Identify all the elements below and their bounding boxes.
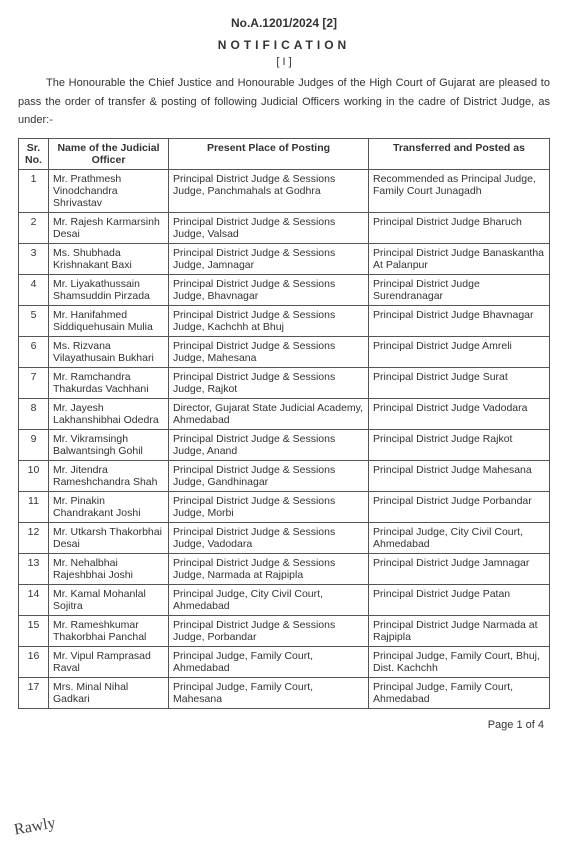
- cell-present: Director, Gujarat State Judicial Academy…: [169, 399, 369, 430]
- cell-sr: 8: [19, 399, 49, 430]
- cell-present: Principal District Judge & Sessions Judg…: [169, 213, 369, 244]
- table-row: 2Mr. Rajesh Karmarsinh DesaiPrincipal Di…: [19, 213, 550, 244]
- cell-posted: Principal District Judge Surendranagar: [369, 275, 550, 306]
- cell-present: Principal District Judge & Sessions Judg…: [169, 523, 369, 554]
- cell-name: Mr. Jayesh Lakhanshibhai Odedra: [49, 399, 169, 430]
- cell-name: Mr. Vikramsingh Balwantsingh Gohil: [49, 430, 169, 461]
- table-row: 8Mr. Jayesh Lakhanshibhai OdedraDirector…: [19, 399, 550, 430]
- cell-posted: Principal District Judge Surat: [369, 368, 550, 399]
- cell-sr: 16: [19, 647, 49, 678]
- table-row: 7Mr. Ramchandra Thakurdas VachhaniPrinci…: [19, 368, 550, 399]
- cell-posted: Principal District Judge Porbandar: [369, 492, 550, 523]
- table-row: 10Mr. Jitendra Rameshchandra ShahPrincip…: [19, 461, 550, 492]
- table-row: 15Mr. Rameshkumar Thakorbhai PanchalPrin…: [19, 616, 550, 647]
- cell-present: Principal Judge, City Civil Court, Ahmed…: [169, 585, 369, 616]
- table-row: 16Mr. Vipul Ramprasad RavalPrincipal Jud…: [19, 647, 550, 678]
- notification-title: NOTIFICATION: [18, 38, 550, 52]
- cell-name: Mr. Pinakin Chandrakant Joshi: [49, 492, 169, 523]
- cell-posted: Principal District Judge Bharuch: [369, 213, 550, 244]
- reference-number: No.A.1201/2024 [2]: [18, 16, 550, 30]
- cell-present: Principal District Judge & Sessions Judg…: [169, 244, 369, 275]
- table-row: 17Mrs. Minal Nihal GadkariPrincipal Judg…: [19, 678, 550, 709]
- cell-sr: 11: [19, 492, 49, 523]
- cell-present: Principal Judge, Family Court, Mahesana: [169, 678, 369, 709]
- cell-name: Mrs. Minal Nihal Gadkari: [49, 678, 169, 709]
- sub-number: [ I ]: [18, 56, 550, 68]
- cell-sr: 10: [19, 461, 49, 492]
- cell-present: Principal District Judge & Sessions Judg…: [169, 461, 369, 492]
- cell-sr: 4: [19, 275, 49, 306]
- cell-posted: Principal District Judge Vadodara: [369, 399, 550, 430]
- table-row: 13Mr. Nehalbhai Rajeshbhai JoshiPrincipa…: [19, 554, 550, 585]
- cell-present: Principal District Judge & Sessions Judg…: [169, 616, 369, 647]
- table-row: 3Ms. Shubhada Krishnakant BaxiPrincipal …: [19, 244, 550, 275]
- cell-name: Ms. Shubhada Krishnakant Baxi: [49, 244, 169, 275]
- cell-sr: 3: [19, 244, 49, 275]
- cell-present: Principal District Judge & Sessions Judg…: [169, 306, 369, 337]
- cell-posted: Recommended as Principal Judge, Family C…: [369, 170, 550, 213]
- table-header-row: Sr. No. Name of the Judicial Officer Pre…: [19, 139, 550, 170]
- cell-posted: Principal Judge, City Civil Court, Ahmed…: [369, 523, 550, 554]
- cell-sr: 17: [19, 678, 49, 709]
- table-row: 5Mr. Hanifahmed Siddiquehusain MuliaPrin…: [19, 306, 550, 337]
- intro-paragraph: The Honourable the Chief Justice and Hon…: [18, 74, 550, 130]
- cell-present: Principal Judge, Family Court, Ahmedabad: [169, 647, 369, 678]
- col-present: Present Place of Posting: [169, 139, 369, 170]
- cell-sr: 9: [19, 430, 49, 461]
- page-footer: Page 1 of 4: [18, 719, 550, 731]
- cell-sr: 5: [19, 306, 49, 337]
- cell-name: Mr. Prathmesh Vinodchandra Shrivastav: [49, 170, 169, 213]
- cell-present: Principal District Judge & Sessions Judg…: [169, 368, 369, 399]
- cell-name: Ms. Rizvana Vilayathusain Bukhari: [49, 337, 169, 368]
- cell-posted: Principal District Judge Narmada at Rajp…: [369, 616, 550, 647]
- cell-present: Principal District Judge & Sessions Judg…: [169, 275, 369, 306]
- cell-posted: Principal District Judge Patan: [369, 585, 550, 616]
- cell-sr: 15: [19, 616, 49, 647]
- cell-posted: Principal District Judge Bhavnagar: [369, 306, 550, 337]
- cell-name: Mr. Utkarsh Thakorbhai Desai: [49, 523, 169, 554]
- table-row: 1Mr. Prathmesh Vinodchandra ShrivastavPr…: [19, 170, 550, 213]
- table-row: 4Mr. Liyakathussain Shamsuddin PirzadaPr…: [19, 275, 550, 306]
- cell-name: Mr. Jitendra Rameshchandra Shah: [49, 461, 169, 492]
- cell-sr: 2: [19, 213, 49, 244]
- cell-name: Mr. Rameshkumar Thakorbhai Panchal: [49, 616, 169, 647]
- cell-name: Mr. Ramchandra Thakurdas Vachhani: [49, 368, 169, 399]
- cell-posted: Principal District Judge Amreli: [369, 337, 550, 368]
- col-name: Name of the Judicial Officer: [49, 139, 169, 170]
- col-sr: Sr. No.: [19, 139, 49, 170]
- cell-name: Mr. Liyakathussain Shamsuddin Pirzada: [49, 275, 169, 306]
- table-row: 9Mr. Vikramsingh Balwantsingh GohilPrinc…: [19, 430, 550, 461]
- cell-sr: 12: [19, 523, 49, 554]
- table-row: 11Mr. Pinakin Chandrakant JoshiPrincipal…: [19, 492, 550, 523]
- cell-name: Mr. Vipul Ramprasad Raval: [49, 647, 169, 678]
- cell-posted: Principal District Judge Mahesana: [369, 461, 550, 492]
- cell-sr: 14: [19, 585, 49, 616]
- cell-present: Principal District Judge & Sessions Judg…: [169, 430, 369, 461]
- col-posted: Transferred and Posted as: [369, 139, 550, 170]
- table-row: 6Ms. Rizvana Vilayathusain BukhariPrinci…: [19, 337, 550, 368]
- cell-name: Mr. Hanifahmed Siddiquehusain Mulia: [49, 306, 169, 337]
- cell-present: Principal District Judge & Sessions Judg…: [169, 554, 369, 585]
- cell-posted: Principal District Judge Rajkot: [369, 430, 550, 461]
- cell-posted: Principal Judge, Family Court, Bhuj, Dis…: [369, 647, 550, 678]
- table-row: 12Mr. Utkarsh Thakorbhai DesaiPrincipal …: [19, 523, 550, 554]
- cell-sr: 7: [19, 368, 49, 399]
- cell-present: Principal District Judge & Sessions Judg…: [169, 337, 369, 368]
- signature: Rawly: [13, 815, 57, 840]
- transfer-table: Sr. No. Name of the Judicial Officer Pre…: [18, 138, 550, 709]
- cell-sr: 1: [19, 170, 49, 213]
- cell-name: Mr. Rajesh Karmarsinh Desai: [49, 213, 169, 244]
- table-row: 14Mr. Kamal Mohanlal SojitraPrincipal Ju…: [19, 585, 550, 616]
- cell-sr: 13: [19, 554, 49, 585]
- cell-name: Mr. Nehalbhai Rajeshbhai Joshi: [49, 554, 169, 585]
- cell-posted: Principal Judge, Family Court, Ahmedabad: [369, 678, 550, 709]
- cell-present: Principal District Judge & Sessions Judg…: [169, 492, 369, 523]
- cell-sr: 6: [19, 337, 49, 368]
- cell-posted: Principal District Judge Jamnagar: [369, 554, 550, 585]
- cell-name: Mr. Kamal Mohanlal Sojitra: [49, 585, 169, 616]
- cell-present: Principal District Judge & Sessions Judg…: [169, 170, 369, 213]
- cell-posted: Principal District Judge Banaskantha At …: [369, 244, 550, 275]
